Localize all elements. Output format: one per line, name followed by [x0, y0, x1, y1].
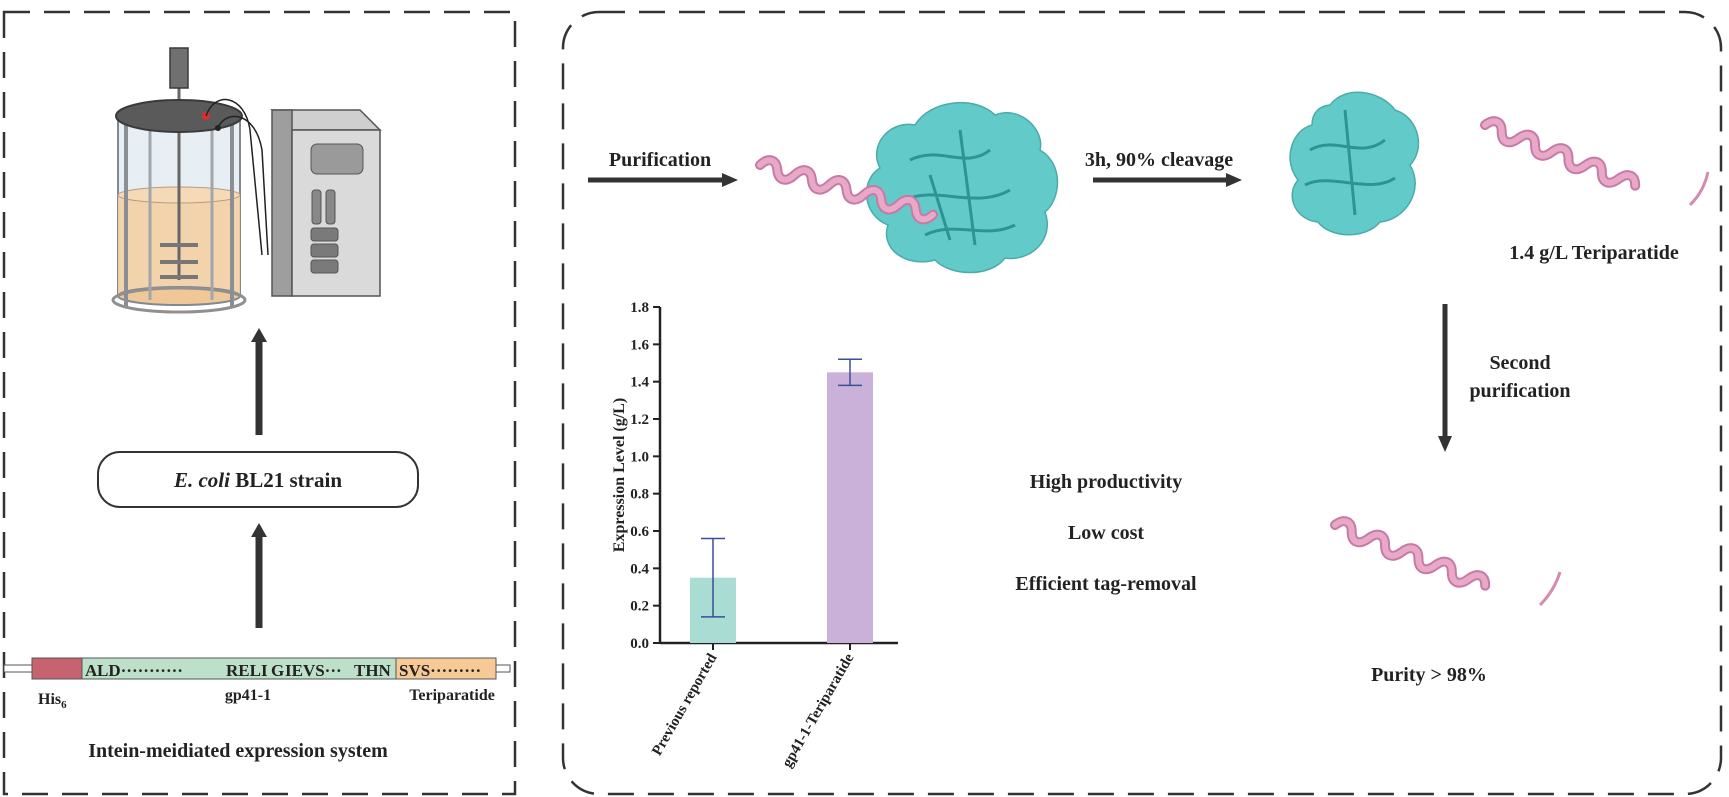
benefit-cost: Low cost	[1068, 522, 1144, 544]
sequence-g-residue: G	[271, 661, 284, 680]
his-label: His6	[38, 691, 67, 711]
right-panel-border	[561, 10, 1723, 796]
expression-bar-chart: Expression Level (g/L) 0.0 0.2 0.4 0.6 0.8 1.…	[611, 300, 898, 770]
y-tick-label: 0.0	[630, 636, 649, 652]
y-tick-label: 0.2	[630, 599, 649, 615]
x-tick-label: Previous reported	[649, 650, 721, 758]
sequence-thn: THN	[354, 661, 392, 680]
strain-box	[97, 451, 419, 508]
x-tick-label: gp41-1-Teriparatide	[779, 651, 857, 771]
sequence-ievs: IEVS···	[285, 661, 342, 680]
cleaved-intein-icon	[1289, 91, 1420, 236]
teriparatide-helix-icon	[1480, 116, 1710, 207]
benefit-tag-removal: Efficient tag-removal	[1015, 573, 1197, 595]
sequence-a-residue: A	[85, 661, 98, 680]
arrow-head-second-purification	[1438, 436, 1452, 452]
second-label-line2: purification	[1469, 380, 1570, 402]
y-tick-label: 0.8	[630, 487, 649, 503]
y-tick-label: 1.8	[630, 300, 649, 316]
bar	[827, 372, 873, 643]
benefit-productivity: High productivity	[1030, 471, 1182, 493]
controller-icon	[270, 109, 382, 297]
y-tick-label: 0.4	[630, 561, 649, 577]
his-tag-segment	[31, 657, 83, 680]
sequence-svs: SVS·········	[399, 661, 481, 680]
sequence-reli: RELI	[226, 661, 268, 680]
yield-label: 1.4 g/L Teriparatide	[1509, 242, 1679, 264]
teriparatide-label: Teriparatide	[409, 687, 495, 704]
y-tick-label: 1.2	[630, 412, 649, 428]
left-caption: Intein-meidiated expression system	[88, 740, 388, 762]
purification-label: Purification	[609, 149, 711, 171]
gp41-label: gp41-1	[225, 687, 271, 704]
arrow-head-cleavage	[1226, 173, 1242, 187]
y-tick-label: 1.0	[630, 449, 649, 465]
bioreactor-icon	[111, 47, 269, 314]
arrow-head-construct-to-strain	[251, 523, 267, 537]
arrow-head-purification	[722, 173, 738, 187]
second-label-line1: Second	[1489, 352, 1550, 374]
y-axis-label: Expression Level (g/L)	[611, 398, 628, 552]
left-panel-border	[2, 10, 517, 796]
fusion-protein-icon	[755, 102, 1059, 274]
construct-bar: A LD··········· RELI G IEVS··· THN SVS··…	[3, 657, 511, 680]
purity-label: Purity > 98%	[1371, 664, 1487, 686]
cleavage-label: 3h, 90% cleavage	[1085, 149, 1233, 171]
y-tick-label: 0.6	[630, 524, 649, 540]
strain-label: E. coli BL21 strain	[173, 468, 342, 492]
y-tick-label: 1.4	[630, 375, 649, 391]
sequence-mid1: LD···········	[97, 661, 183, 680]
teriparatide-segment	[395, 657, 497, 680]
y-tick-label: 1.6	[630, 337, 649, 353]
arrow-head-strain-to-reactor	[251, 328, 267, 342]
purified-helix-icon	[1330, 516, 1562, 607]
